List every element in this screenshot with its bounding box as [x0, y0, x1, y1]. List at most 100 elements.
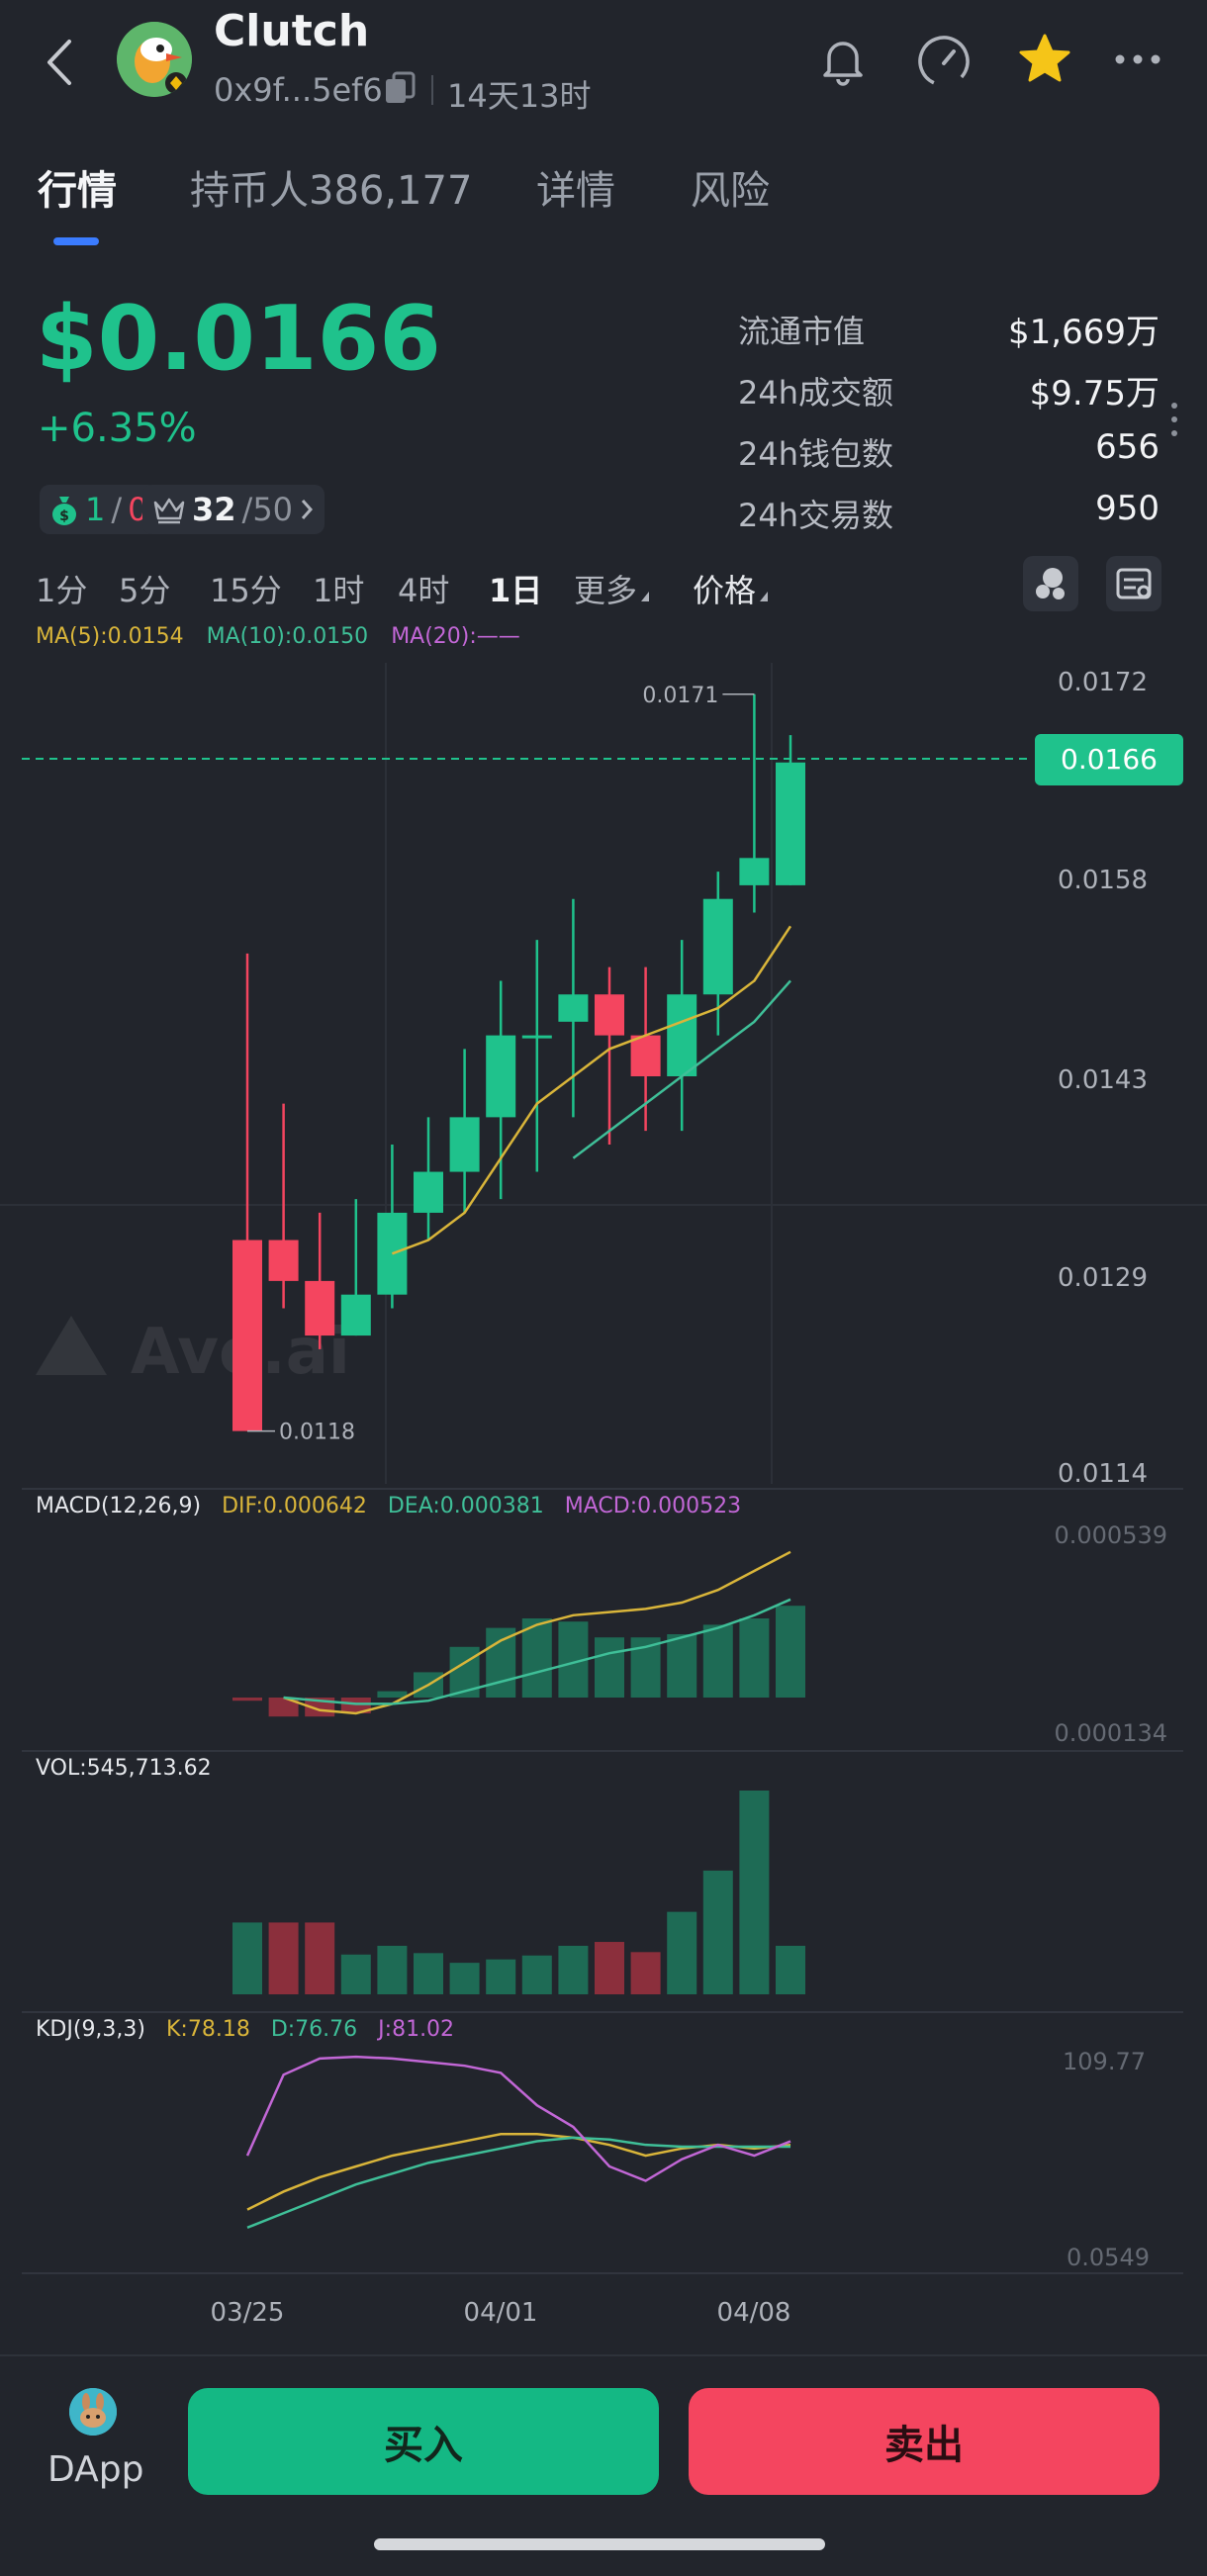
timeframe-more[interactable]: 更多: [574, 566, 650, 611]
dea-label: DEA:0.000381: [388, 1494, 544, 1518]
timeframe-5m[interactable]: 5分: [119, 572, 171, 609]
dropdown-triangle-icon: [760, 592, 769, 601]
macd-title: MACD(12,26,9): [36, 1494, 201, 1518]
indicator-settings-button[interactable]: [1106, 556, 1161, 611]
crown-icon: [153, 498, 185, 524]
x-axis-tick: 04/08: [717, 2298, 791, 2328]
volume-bar: [377, 1945, 408, 1994]
low-price-label: 0.0118: [279, 1421, 355, 1445]
candle-body: [630, 1035, 661, 1076]
tab-holders[interactable]: 持币人386,177: [190, 168, 473, 214]
kdj-axis-bottom: 0.0549: [1067, 2244, 1150, 2271]
token-avatar: [117, 22, 192, 97]
high-price-label: 0.0171: [642, 684, 718, 708]
timeframe-1h[interactable]: 1时: [313, 572, 365, 609]
candlestick-chart[interactable]: MA(5):0.0154 MA(10):0.0150 MA(20):—— Ave…: [0, 623, 1207, 2364]
stat-label-trades: 24h交易数: [738, 497, 894, 534]
volume-bar: [558, 1945, 589, 1994]
ma5-label: MA(5):0.0154: [36, 624, 184, 649]
moneybag-badge[interactable]: $ 1/0: [40, 485, 158, 534]
kdj-title: KDJ(9,3,3): [36, 2017, 145, 2042]
tab-market[interactable]: 行情: [38, 168, 117, 214]
macd-axis-bottom: 0.000134: [1054, 1719, 1167, 1747]
star-icon[interactable]: [1013, 28, 1076, 91]
buy-button[interactable]: 买入: [188, 2388, 659, 2495]
volume-bar: [486, 1959, 516, 1994]
macd-bar: [667, 1634, 697, 1698]
macd-bar: [776, 1606, 805, 1698]
j-line: [245, 2055, 791, 2182]
badge-rank: 32: [192, 491, 236, 528]
volume-bar: [414, 1953, 443, 1994]
volume-bar: [268, 1922, 299, 1994]
svg-text:$: $: [59, 508, 69, 524]
ma20-label: MA(20):——: [391, 624, 520, 649]
vol-label: VOL:545,713.62: [36, 1756, 212, 1781]
j-label: J:81.02: [376, 2017, 454, 2042]
volume-bar: [340, 1954, 371, 1994]
macd-bar: [486, 1627, 516, 1698]
back-arrow-icon[interactable]: [40, 38, 79, 87]
candle-body: [521, 1035, 552, 1039]
candle-body: [486, 1035, 516, 1118]
macd-bar: [702, 1624, 733, 1698]
price-change: +6.35%: [38, 406, 197, 451]
macd-bar: [521, 1618, 552, 1698]
svg-text:KDJ(9,3,3) K:78.18 D:7: KDJ(9,3,3) K:78.18 D:76.76 J:81.02: [36, 2017, 454, 2042]
candle-body: [340, 1294, 371, 1336]
k-label: K:78.18: [166, 2017, 250, 2042]
candle-body: [414, 1171, 443, 1213]
stat-value-trades: 950: [1095, 489, 1160, 528]
macd-bar: [595, 1637, 624, 1698]
speedometer-icon[interactable]: [912, 28, 975, 91]
crown-badge[interactable]: 32/50: [142, 485, 325, 534]
candle-body: [558, 994, 589, 1022]
macd-bar: [268, 1698, 299, 1717]
indicator-settings-icon: [1116, 568, 1152, 599]
macd-axis-top: 0.000539: [1054, 1521, 1167, 1549]
stat-label-marketcap: 流通市值: [738, 313, 866, 350]
moneybag-icon: $: [52, 497, 76, 525]
timeframe-15m[interactable]: 15分: [210, 572, 282, 609]
tab-risk[interactable]: 风险: [691, 168, 770, 214]
bell-icon[interactable]: [811, 28, 875, 91]
timeframe-1d[interactable]: 1日: [489, 572, 543, 609]
current-price-tag-text: 0.0166: [1061, 743, 1158, 776]
svg-text:MA(5):0.0154 MA(10):0.0150: MA(5):0.0154 MA(10):0.0150 MA(20):——: [36, 624, 520, 649]
macd-bar: [232, 1698, 262, 1702]
badge-buy-count: 1: [85, 491, 106, 528]
candle-body: [667, 994, 697, 1076]
stat-value-marketcap: $1,669万: [1008, 313, 1160, 352]
more-icon[interactable]: [1106, 28, 1169, 91]
timeframe-more-label: 更多: [574, 572, 638, 609]
dif-line: [283, 1550, 791, 1715]
candle-body: [449, 1117, 480, 1172]
contract-address: 0x9f...5ef6: [214, 71, 383, 109]
dapp-icon[interactable]: [69, 2388, 117, 2436]
volume-bar: [776, 1945, 805, 1994]
candle-body: [268, 1240, 299, 1281]
current-price: $0.0166: [36, 287, 441, 391]
dropdown-triangle-icon: [641, 592, 650, 601]
chevron-right-icon: [301, 500, 314, 519]
bubbles-tool-button[interactable]: [1023, 556, 1078, 611]
macd-bar: [340, 1698, 371, 1713]
macd-value-label: MACD:0.000523: [565, 1494, 741, 1518]
ave-watermark: Ave.ai: [36, 1316, 350, 1389]
tab-details[interactable]: 详情: [536, 168, 615, 214]
timeframe-1m[interactable]: 1分: [36, 572, 88, 609]
sell-button[interactable]: 卖出: [689, 2388, 1160, 2495]
vertical-more-icon[interactable]: [1169, 400, 1179, 439]
volume-bar: [595, 1942, 624, 1994]
price-type-select[interactable]: 价格: [693, 566, 769, 611]
candle-body: [702, 898, 733, 995]
dapp-label[interactable]: DApp: [47, 2449, 144, 2490]
active-tab-indicator: [53, 237, 99, 245]
timeframe-4h[interactable]: 4时: [398, 572, 450, 609]
volume-bar: [739, 1791, 770, 1994]
candle-body: [595, 994, 624, 1036]
bubbles-icon: [1036, 568, 1065, 599]
candle-body: [739, 858, 770, 885]
copy-icon[interactable]: [384, 71, 416, 105]
stat-value-volume: $9.75万: [1029, 374, 1160, 414]
